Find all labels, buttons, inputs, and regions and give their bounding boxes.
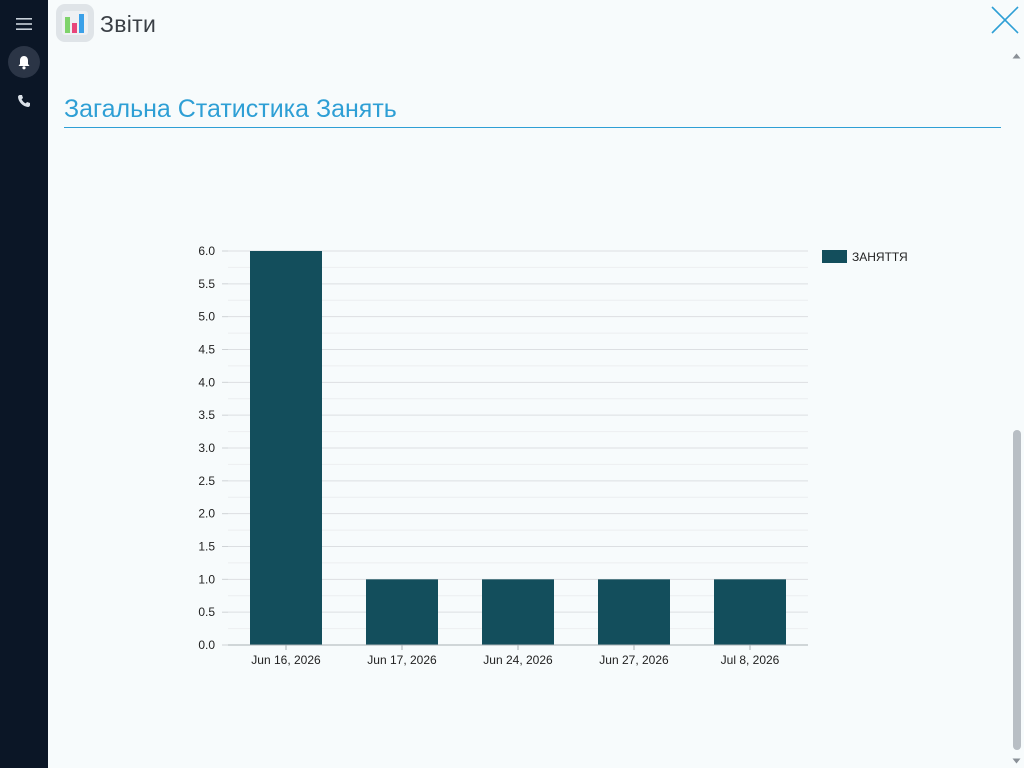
y-tick-label: 4.5 [198,343,215,357]
app-title: Звіти [100,11,157,37]
y-tick-label: 0.0 [198,638,215,652]
y-tick-label: 0.5 [198,605,215,619]
phone-icon [18,95,30,107]
bell-icon [18,55,30,69]
y-tick-label: 1.5 [198,540,215,554]
y-tick-label: 6.0 [198,244,215,258]
legend-label: ЗАНЯТТЯ [852,250,908,264]
sidebar [0,0,48,768]
y-tick-label: 5.5 [198,277,215,291]
scroll-up-arrow-icon[interactable] [1012,53,1021,59]
section-title: Загальна Статистика Занять [64,95,1001,128]
menu-button[interactable] [8,8,40,40]
bar-chart-app-icon [56,4,94,42]
scrollbar-thumb[interactable] [1013,430,1021,750]
x-tick-label: Jun 24, 2026 [483,653,553,667]
bar [366,579,438,645]
scroll-down-arrow-icon[interactable] [1012,758,1021,764]
bar [250,251,322,645]
close-button[interactable] [989,4,1021,36]
y-tick-label: 2.5 [198,474,215,488]
app-header: Звіти [48,0,1024,50]
x-tick-label: Jul 8, 2026 [721,653,780,667]
x-tick-label: Jun 16, 2026 [251,653,321,667]
y-tick-label: 1.0 [198,572,215,586]
bar [714,579,786,645]
x-tick-label: Jun 27, 2026 [599,653,669,667]
y-tick-label: 3.0 [198,441,215,455]
legend-swatch [822,250,847,263]
bar [598,579,670,645]
calls-button[interactable] [8,85,40,117]
close-icon [991,6,1019,34]
notifications-button[interactable] [8,46,40,78]
bar [482,579,554,645]
hamburger-menu-icon [16,18,32,30]
y-tick-label: 3.5 [198,408,215,422]
y-tick-label: 5.0 [198,310,215,324]
x-tick-label: Jun 17, 2026 [367,653,437,667]
y-tick-label: 4.0 [198,375,215,389]
y-tick-label: 2.0 [198,507,215,521]
scrollbar[interactable] [1009,48,1024,768]
